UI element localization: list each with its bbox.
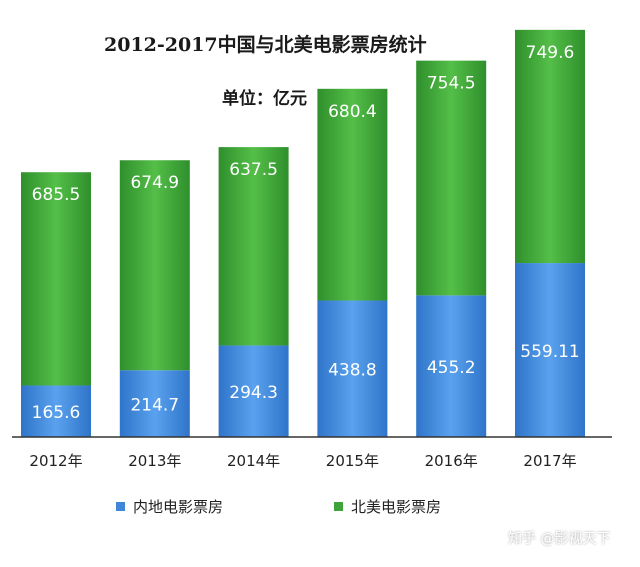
bar-mainland-4 bbox=[317, 300, 388, 437]
data-label-mainland-1: 165.6 bbox=[32, 403, 81, 423]
x-tick-label-6: 2017年 bbox=[523, 452, 576, 470]
data-label-mainland-3: 294.3 bbox=[229, 383, 278, 403]
x-tick-label-5: 2016年 bbox=[425, 452, 478, 470]
bar-north-america-3 bbox=[218, 147, 289, 346]
x-tick-label-2: 2013年 bbox=[128, 452, 181, 470]
legend-swatch-north-america bbox=[334, 502, 343, 511]
bar-north-america-5 bbox=[416, 60, 487, 296]
data-label-mainland-5: 455.2 bbox=[427, 358, 476, 378]
watermark: 知乎 @影视天下 bbox=[508, 531, 611, 547]
data-label-north-america-5: 754.5 bbox=[427, 74, 476, 94]
data-label-north-america-4: 680.4 bbox=[328, 102, 377, 122]
data-label-mainland-2: 214.7 bbox=[130, 396, 179, 416]
legend-label-north-america: 北美电影票房 bbox=[351, 498, 442, 516]
data-label-north-america-2: 674.9 bbox=[130, 173, 179, 193]
x-tick-label-1: 2012年 bbox=[29, 452, 82, 470]
bar-mainland-3 bbox=[218, 345, 289, 437]
bar-north-america-6 bbox=[515, 29, 585, 264]
chart-subtitle: 单位：亿元 bbox=[222, 89, 307, 109]
bar-north-america-2 bbox=[119, 160, 190, 371]
data-label-mainland-4: 438.8 bbox=[328, 361, 377, 381]
data-label-north-america-3: 637.5 bbox=[229, 160, 278, 180]
legend-swatch-mainland bbox=[116, 502, 125, 511]
bar-mainland-5 bbox=[416, 295, 487, 437]
data-label-north-america-6: 749.6 bbox=[526, 43, 575, 63]
x-tick-label-3: 2014年 bbox=[227, 452, 280, 470]
legend-item-north-america: 北美电影票房 bbox=[334, 496, 441, 517]
x-tick-label-4: 2015年 bbox=[326, 452, 379, 470]
bar-mainland-2 bbox=[119, 370, 190, 437]
legend-item-mainland: 内地电影票房 bbox=[116, 496, 223, 517]
legend-label-mainland: 内地电影票房 bbox=[133, 498, 224, 516]
chart-title: 2012-2017中国与北美电影票房统计 bbox=[104, 34, 427, 56]
bar-north-america-4 bbox=[317, 88, 388, 301]
bar-north-america-1 bbox=[21, 172, 91, 386]
bar-mainland-6 bbox=[515, 263, 585, 437]
data-label-mainland-6: 559.11 bbox=[520, 342, 579, 362]
bar-mainland-1 bbox=[21, 385, 91, 437]
data-label-north-america-1: 685.5 bbox=[32, 185, 81, 205]
